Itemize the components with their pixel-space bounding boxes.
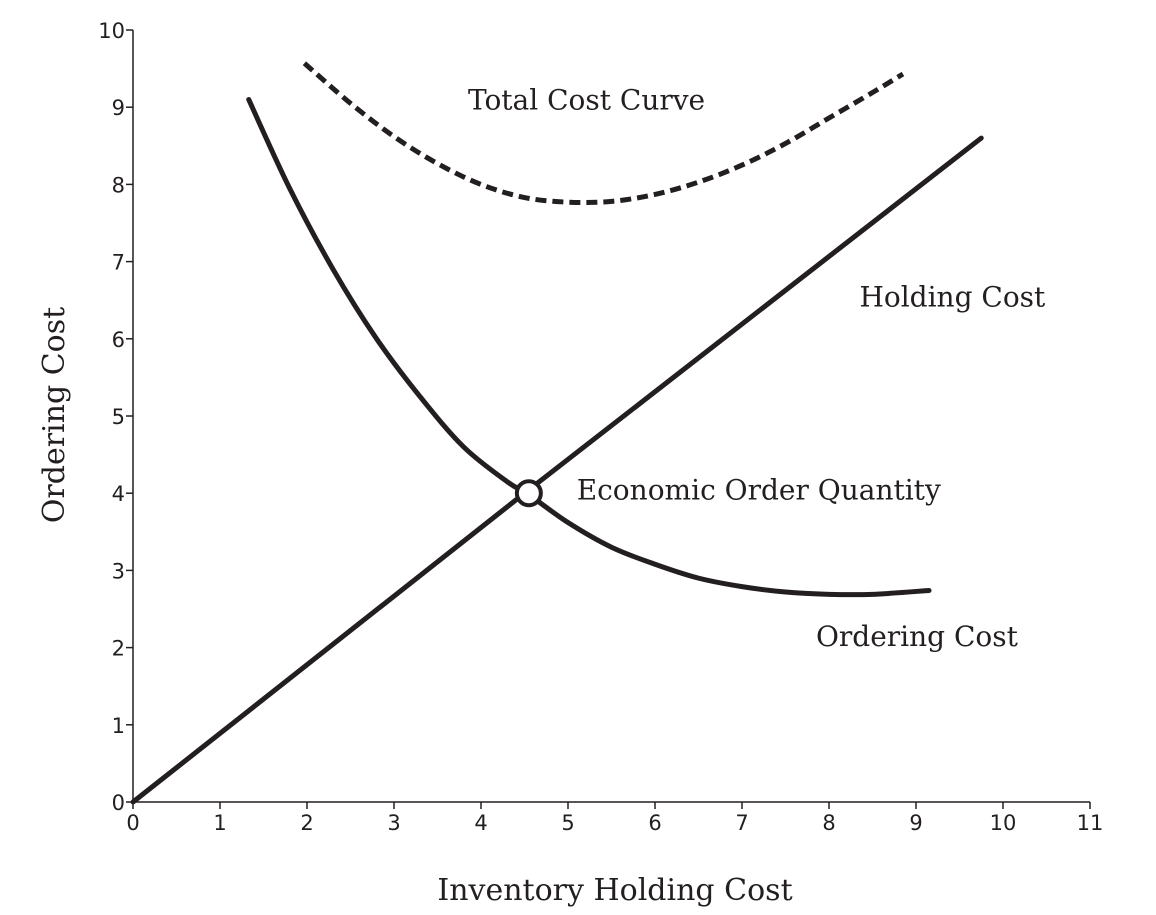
total-cost-curve-label: Total Cost Curve — [468, 83, 705, 116]
y-tick-label: 0 — [112, 791, 125, 815]
y-tick-label: 10 — [98, 19, 125, 43]
y-ticks: 0 1 2 3 4 5 6 7 8 9 10 — [98, 19, 133, 815]
ordering-cost-line — [246, 96, 932, 598]
y-tick-label: 5 — [112, 405, 125, 429]
y-tick-label: 4 — [112, 482, 125, 506]
x-ticks: 0 1 2 3 4 5 6 7 8 9 10 11 — [126, 802, 1103, 835]
y-tick-label: 8 — [112, 173, 125, 197]
y-tick-label: 3 — [112, 559, 125, 583]
annotations-layer: Total Cost Curve Holding Cost Economic Ord… — [468, 83, 1046, 653]
y-tick-label: 1 — [112, 714, 125, 738]
x-tick-label: 11 — [1077, 811, 1104, 835]
y-tick-label: 7 — [112, 251, 125, 275]
points-layer — [514, 479, 543, 508]
x-tick-label: 5 — [561, 811, 574, 835]
holding-cost-line — [130, 135, 984, 805]
total-cost-curve-line — [302, 61, 905, 206]
y-axis-title: Ordering Cost — [37, 307, 72, 523]
x-tick-label: 0 — [126, 811, 139, 835]
x-tick-label: 4 — [474, 811, 487, 835]
holding-cost-label: Holding Cost — [859, 280, 1046, 313]
economic-order-quantity-label: Economic Order Quantity — [577, 473, 941, 506]
x-tick-label: 10 — [990, 811, 1017, 835]
x-tick-label: 6 — [648, 811, 661, 835]
x-tick-label: 1 — [213, 811, 226, 835]
y-tick-label: 6 — [112, 328, 125, 352]
y-tick-label: 2 — [112, 637, 125, 661]
x-axis-title: Inventory Holding Cost — [437, 873, 792, 908]
x-tick-label: 3 — [387, 811, 400, 835]
y-tick-label: 9 — [112, 96, 125, 120]
x-tick-label: 9 — [909, 811, 922, 835]
x-tick-label: 8 — [822, 811, 835, 835]
ordering-cost-label: Ordering Cost — [816, 620, 1019, 653]
series-layer — [130, 61, 984, 805]
x-tick-label: 2 — [300, 811, 313, 835]
x-tick-label: 7 — [735, 811, 748, 835]
eoq-point-marker — [514, 479, 543, 508]
